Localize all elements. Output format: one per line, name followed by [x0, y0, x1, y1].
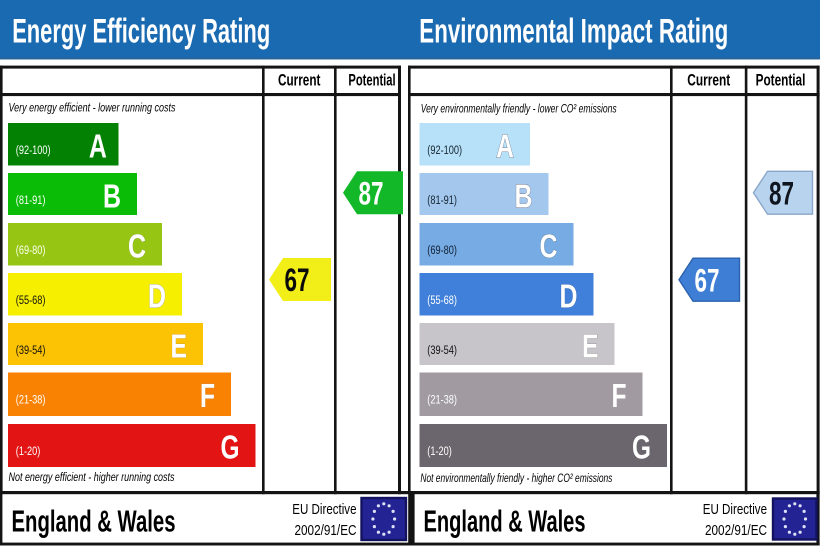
svg-text:87: 87	[769, 176, 794, 212]
svg-text:2002/91/EC: 2002/91/EC	[295, 523, 357, 539]
svg-text:(39-54): (39-54)	[16, 345, 46, 357]
svg-text:(55-68): (55-68)	[16, 295, 46, 307]
svg-text:G: G	[221, 428, 240, 465]
svg-text:G: G	[632, 428, 651, 465]
svg-text:EU Directive: EU Directive	[292, 502, 356, 518]
svg-text:(21-38): (21-38)	[427, 395, 457, 407]
svg-text:(1-20): (1-20)	[16, 446, 41, 458]
svg-text:E: E	[171, 327, 188, 364]
svg-text:A: A	[89, 127, 107, 164]
svg-text:Environmental Impact Rating: Environmental Impact Rating	[419, 13, 728, 51]
svg-text:D: D	[148, 277, 166, 314]
svg-text:67: 67	[285, 262, 310, 298]
svg-text:D: D	[560, 277, 578, 314]
svg-text:Potential: Potential	[756, 71, 806, 89]
svg-text:C: C	[540, 227, 558, 264]
svg-text:Current: Current	[687, 71, 730, 89]
svg-text:England & Wales: England & Wales	[424, 504, 586, 539]
svg-text:(81-91): (81-91)	[16, 195, 46, 207]
svg-text:F: F	[200, 377, 215, 414]
svg-text:Energy Efficiency Rating: Energy Efficiency Rating	[12, 13, 270, 51]
svg-text:Very energy efficient - lower: Very energy efficient - lower running co…	[9, 101, 176, 115]
svg-text:(55-68): (55-68)	[427, 295, 457, 307]
svg-text:(92-100): (92-100)	[427, 145, 462, 157]
svg-text:F: F	[612, 377, 627, 414]
svg-text:(69-80): (69-80)	[427, 245, 457, 257]
svg-text:B: B	[515, 177, 533, 214]
svg-text:B: B	[103, 177, 121, 214]
svg-text:87: 87	[359, 176, 384, 212]
svg-text:EU Directive: EU Directive	[703, 502, 767, 518]
svg-text:(81-91): (81-91)	[427, 195, 457, 207]
svg-text:Potential: Potential	[348, 71, 395, 89]
svg-text:Not energy efficient - higher: Not energy efficient - higher running co…	[9, 470, 175, 484]
svg-text:(39-54): (39-54)	[427, 345, 457, 357]
svg-text:2002/91/EC: 2002/91/EC	[705, 523, 767, 539]
svg-text:(92-100): (92-100)	[16, 145, 51, 157]
svg-text:67: 67	[695, 262, 720, 298]
svg-text:Current: Current	[278, 71, 321, 89]
svg-text:(1-20): (1-20)	[427, 446, 452, 458]
svg-text:(21-38): (21-38)	[16, 395, 46, 407]
svg-text:Very environmentally friendly: Very environmentally friendly - lower CO…	[421, 102, 617, 116]
svg-text:E: E	[582, 327, 599, 364]
svg-text:Not environmentally friendly -: Not environmentally friendly - higher CO…	[420, 471, 612, 485]
svg-text:England & Wales: England & Wales	[12, 504, 176, 539]
svg-text:C: C	[128, 227, 146, 264]
svg-text:(69-80): (69-80)	[16, 245, 46, 257]
svg-text:A: A	[496, 127, 514, 164]
